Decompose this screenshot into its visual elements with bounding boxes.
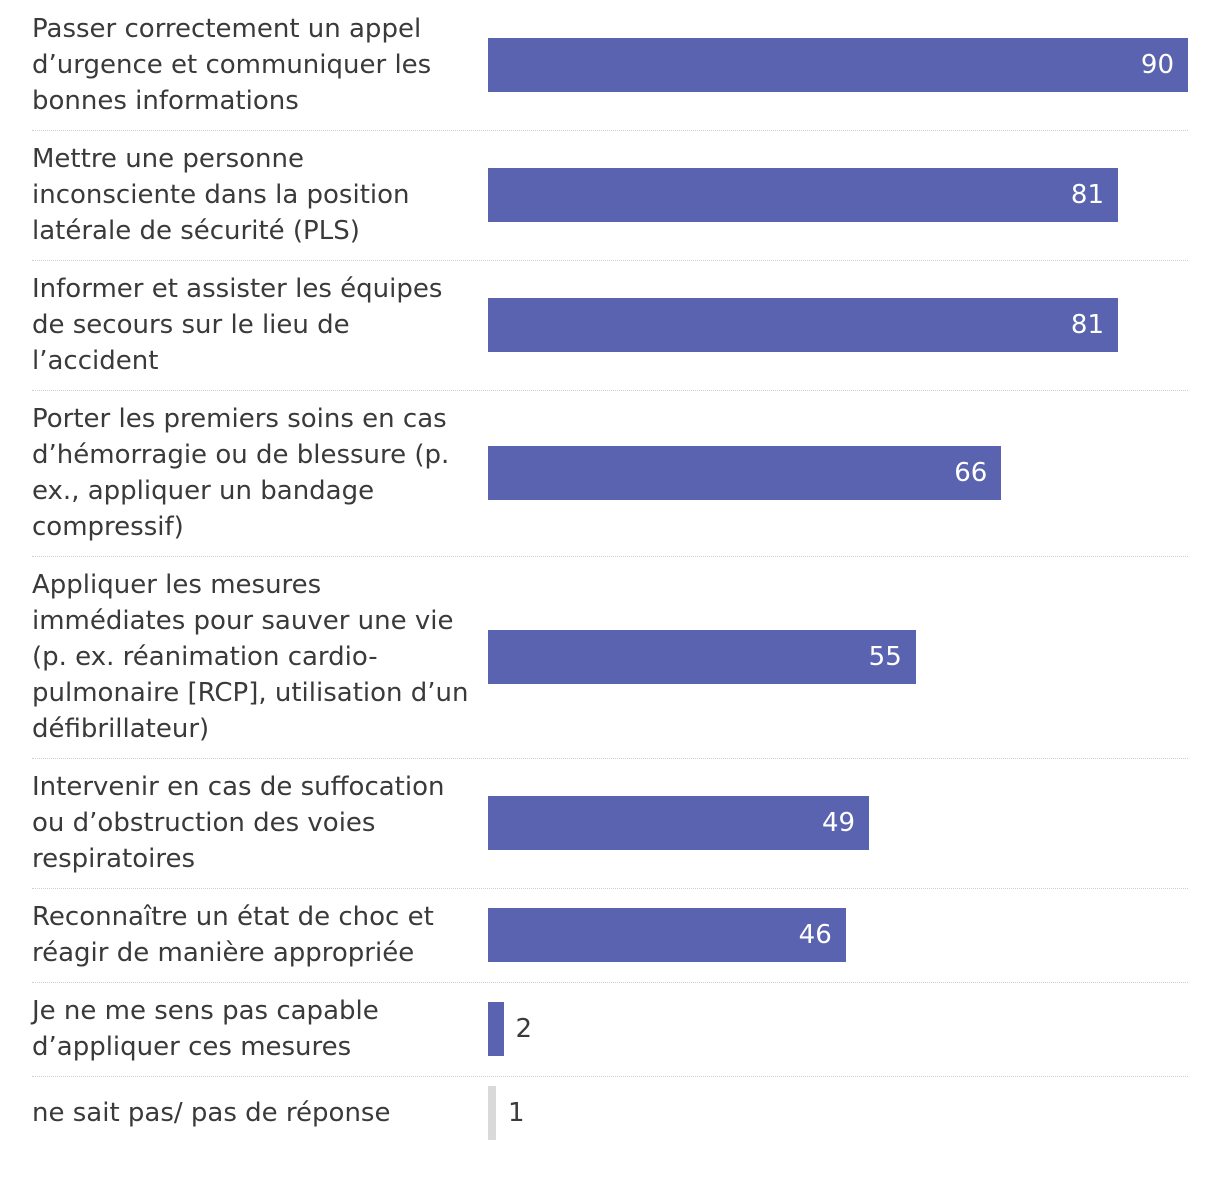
bar [488,796,870,850]
row-separator [32,260,1188,261]
category-label: ne sait pas/ pas de réponse [32,1098,391,1128]
value-label: 55 [868,642,902,672]
row-separator [32,556,1188,557]
category-label: Reconnaître un état de choc et réagir de… [32,902,434,968]
bar-row: Je ne me sens pas capable d’appliquer ce… [32,982,1188,1076]
bar-row: Mettre une personne inconsciente dans la… [32,130,1188,260]
row-separator [32,130,1188,131]
value-label: 66 [954,458,988,488]
value-label: 46 [798,920,832,950]
bar [488,168,1118,222]
row-separator [32,758,1188,759]
category-label: Intervenir en cas de suffocation ou d’ob… [32,772,445,874]
row-separator [32,390,1188,391]
row-separator [32,982,1188,983]
category-label: Mettre une personne inconsciente dans la… [32,144,410,246]
value-label: 1 [508,1098,525,1128]
bar-row: Porter les premiers soins en cas d’hémor… [32,390,1188,556]
bar-row: Intervenir en cas de suffocation ou d’ob… [32,758,1188,888]
bar-row: Reconnaître un état de choc et réagir de… [32,888,1188,982]
value-label: 81 [1070,310,1104,340]
category-label: Appliquer les mesures immédiates pour sa… [32,570,469,744]
category-label: Porter les premiers soins en cas d’hémor… [32,404,450,542]
bar [488,1086,496,1140]
bar-row: Passer correctement un appel d’urgence e… [32,0,1188,130]
category-label: Passer correctement un appel d’urgence e… [32,14,432,116]
value-label: 81 [1070,180,1104,210]
bar [488,446,1002,500]
bar-row: Appliquer les mesures immédiates pour sa… [32,556,1188,758]
bar-row: ne sait pas/ pas de réponse 1 [32,1076,1188,1150]
bar [488,630,916,684]
bar [488,298,1118,352]
row-separator [32,888,1188,889]
bar-row: Informer et assister les équipes de seco… [32,260,1188,390]
category-label: Informer et assister les équipes de seco… [32,274,443,376]
row-separator [32,1076,1188,1077]
value-label: 2 [515,1014,533,1044]
value-label: 90 [1140,50,1174,80]
bar [488,1002,504,1056]
value-label: 49 [822,808,856,838]
bar [488,908,846,962]
bar [488,38,1188,92]
category-label: Je ne me sens pas capable d’appliquer ce… [32,996,379,1062]
